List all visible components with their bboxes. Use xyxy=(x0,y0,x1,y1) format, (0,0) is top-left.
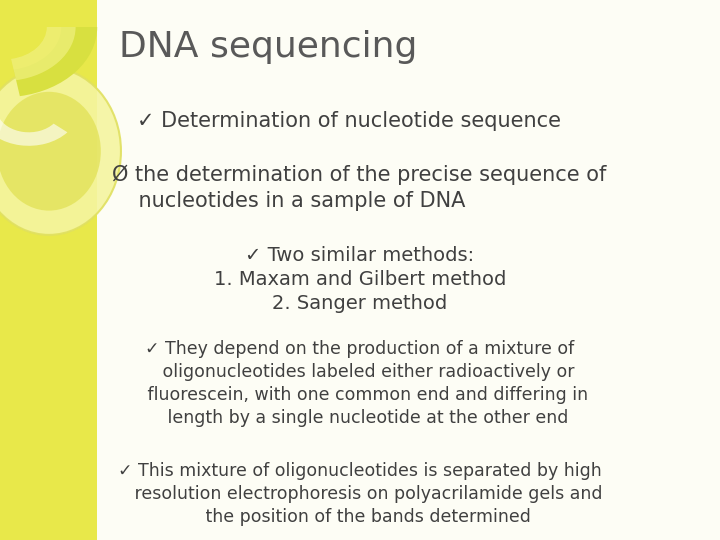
Ellipse shape xyxy=(0,68,121,235)
Text: ✓ They depend on the production of a mixture of
   oligonucleotides labeled eith: ✓ They depend on the production of a mix… xyxy=(132,340,588,427)
Text: ✓ Determination of nucleotide sequence: ✓ Determination of nucleotide sequence xyxy=(137,111,561,131)
Ellipse shape xyxy=(0,92,101,211)
Text: ✓ Two similar methods:
1. Maxam and Gilbert method
2. Sanger method: ✓ Two similar methods: 1. Maxam and Gilb… xyxy=(214,246,506,313)
Bar xyxy=(0,0,97,540)
Wedge shape xyxy=(11,27,76,80)
Wedge shape xyxy=(14,27,97,96)
Text: DNA sequencing: DNA sequencing xyxy=(119,30,417,64)
Text: Ø the determination of the precise sequence of
    nucleotides in a sample of DN: Ø the determination of the precise seque… xyxy=(112,165,606,211)
Wedge shape xyxy=(0,116,68,146)
Text: ✓ This mixture of oligonucleotides is separated by high
   resolution electropho: ✓ This mixture of oligonucleotides is se… xyxy=(118,462,602,525)
